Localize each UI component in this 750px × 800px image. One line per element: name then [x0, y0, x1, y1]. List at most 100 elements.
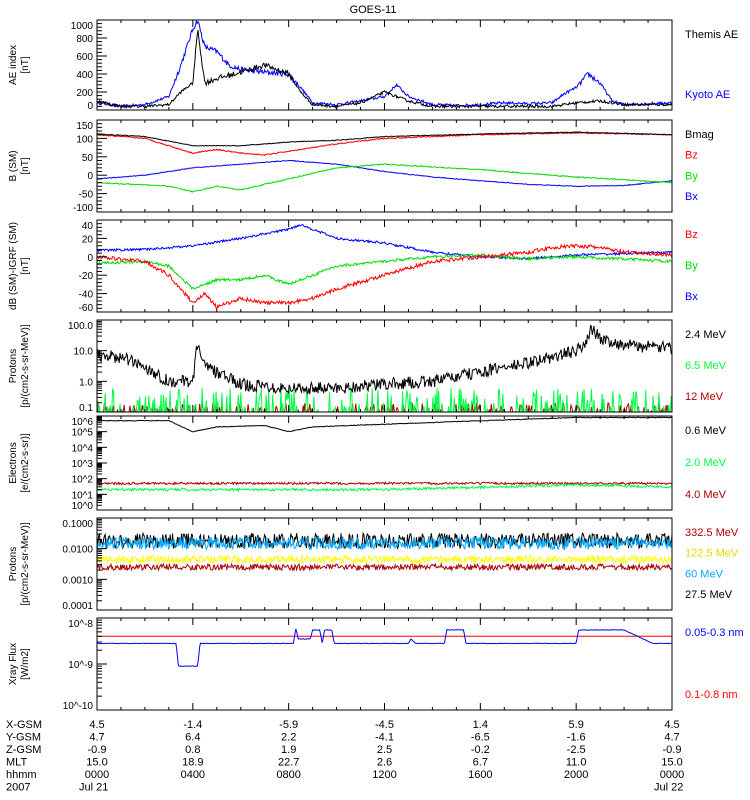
legend-4-0-mev: 4.0 MeV	[685, 489, 727, 501]
legend-bz: Bz	[685, 150, 698, 162]
ephemeris-value: -1.6	[567, 732, 586, 744]
y-tick-label: -40	[79, 290, 94, 301]
series-0-05-0-3-nm	[97, 628, 672, 667]
panel-frame	[96, 219, 673, 313]
legend-bmag: Bmag	[685, 129, 714, 141]
y-tick-label: -100	[73, 203, 93, 214]
y-tick-label: 10^-10	[63, 701, 94, 712]
series-bz	[97, 243, 672, 310]
y-tick-label: -20	[79, 271, 94, 282]
panel-2: Bx By Bz Bmag -100 -50 0 50 100 150 B (SM) [nT]	[8, 119, 714, 214]
y-axis-label: B (SM)	[8, 150, 19, 181]
ephemeris-value: 1.4	[473, 719, 488, 731]
ephemeris-value: -5.9	[279, 719, 298, 731]
y-axis-label: Xray Flux	[8, 643, 19, 685]
y-axis-label: [nT]	[20, 257, 31, 274]
y-tick-label: -60	[79, 303, 94, 314]
ephemeris-value: -4.5	[375, 719, 394, 731]
legend-by: By	[685, 260, 698, 272]
ephemeris-value: 1.9	[281, 744, 296, 756]
plot-title: GOES-11	[350, 4, 397, 16]
y-tick-label: 400	[76, 70, 93, 81]
series-by	[97, 253, 672, 290]
ephemeris-value: -2.5	[567, 744, 586, 756]
legend-60-mev: 60 MeV	[685, 568, 724, 580]
y-tick-label: 100	[76, 134, 93, 145]
y-tick-label: 20	[82, 234, 94, 245]
y-tick-label: 0.1	[79, 403, 93, 414]
ephemeris-value: 0000	[85, 769, 109, 781]
series-themis-ae	[97, 29, 672, 110]
y-axis-label: [W/m2]	[20, 648, 31, 680]
y-tick-label: 1.0	[79, 377, 93, 388]
y-tick-label: 0	[87, 253, 93, 264]
ephemeris-row-label: MLT	[6, 757, 27, 769]
y-tick-label: -50	[79, 190, 94, 201]
ephemeris-value: 6.4	[185, 732, 200, 744]
panel-frame	[96, 415, 673, 511]
ephemeris-value: Jul 21	[79, 782, 108, 794]
legend-bx: Bx	[685, 191, 698, 203]
y-tick-label: 0.0001	[62, 601, 93, 612]
panel-frame	[96, 517, 673, 611]
ephemeris-value: 4.7	[89, 732, 104, 744]
y-tick-label: 10.0	[74, 347, 94, 358]
y-tick-label: 10^-9	[68, 660, 93, 671]
ephemeris-value: 0.8	[185, 744, 200, 756]
y-tick-label: 10^6	[72, 417, 94, 428]
y-axis-label: [nT]	[20, 157, 31, 174]
y-axis-label: [e/(cm2-s-sr)]	[20, 433, 31, 493]
y-tick-label: 200	[76, 88, 93, 99]
y-tick-label: 150	[76, 121, 93, 132]
ephemeris-value: 4.5	[89, 719, 104, 731]
panel-6: 27.5 MeV 60 MeV 122.5 MeV 332.5 MeV 0.0001 0.…	[8, 517, 739, 612]
panel-1: Kyoto AE Themis AE 0 200 400 600 800 1000 AE ind…	[8, 19, 738, 112]
ephemeris-value: Jul 22	[654, 782, 683, 794]
panel-3: Bx By Bz -60 -40 -20 0 20 40 dB (SM)-IGRF (SM) [nT…	[8, 219, 698, 314]
ephemeris-value: 22.7	[278, 757, 299, 769]
ephemeris-value: -0.2	[471, 744, 490, 756]
ephemeris-value: 11.0	[566, 757, 587, 769]
y-axis-label: [p/(cm2-s-sr-MeV)]	[20, 324, 31, 408]
series-kyoto-ae	[97, 20, 672, 109]
legend-2-0-mev: 2.0 MeV	[685, 457, 727, 469]
ephemeris-value: -6.5	[471, 732, 490, 744]
legend-6-5-mev: 6.5 MeV	[685, 360, 727, 372]
y-tick-label: 0.0010	[62, 575, 93, 586]
ephemeris-value: 5.9	[569, 719, 584, 731]
series-122-5-mev	[97, 553, 672, 565]
panel-frame	[96, 319, 673, 413]
y-axis-label: AE index	[8, 45, 19, 85]
legend-0-1-0-8-nm: 0.1-0.8 nm	[685, 689, 738, 701]
series-60-mev	[97, 535, 672, 552]
legend-0-6-mev: 0.6 MeV	[685, 425, 727, 437]
legend-332-5-mev: 332.5 MeV	[685, 527, 739, 539]
ephemeris-value: 0000	[660, 769, 684, 781]
series-bx	[97, 159, 672, 188]
ephemeris-value: 1600	[468, 769, 492, 781]
legend-122-5-mev: 122.5 MeV	[685, 548, 739, 560]
panel-5: 4.0 MeV 2.0 MeV 0.6 MeV 10^010^1 10^2 10^3 10^…	[8, 415, 727, 512]
legend-kyoto-ae: Kyoto AE	[685, 89, 730, 101]
y-axis-label: Electrons	[8, 442, 19, 484]
ephemeris-value: 1200	[372, 769, 396, 781]
panel-frame	[96, 119, 673, 213]
ephemeris-value: 0400	[181, 769, 205, 781]
y-tick-label: 10^-8	[68, 619, 93, 630]
ephemeris-row-label: Y-GSM	[6, 732, 41, 744]
ephemeris-value: 2.5	[377, 744, 392, 756]
ephemeris-value: 2.6	[377, 757, 392, 769]
y-axis-label: [nT]	[20, 56, 31, 73]
y-tick-label: 0	[87, 101, 93, 112]
legend-themis-ae: Themis AE	[685, 29, 738, 41]
ephemeris-value: 15.0	[661, 757, 682, 769]
ephemeris-row-label: X-GSM	[6, 719, 42, 731]
y-tick-label: 10^1	[72, 490, 94, 501]
ephemeris-value: 18.9	[182, 757, 203, 769]
y-tick-label: 10^3	[72, 459, 94, 470]
series-bmag	[97, 131, 672, 147]
y-tick-label: 50	[82, 153, 94, 164]
ephemeris-value: 4.5	[664, 719, 679, 731]
legend-12-mev: 12 MeV	[685, 391, 724, 403]
